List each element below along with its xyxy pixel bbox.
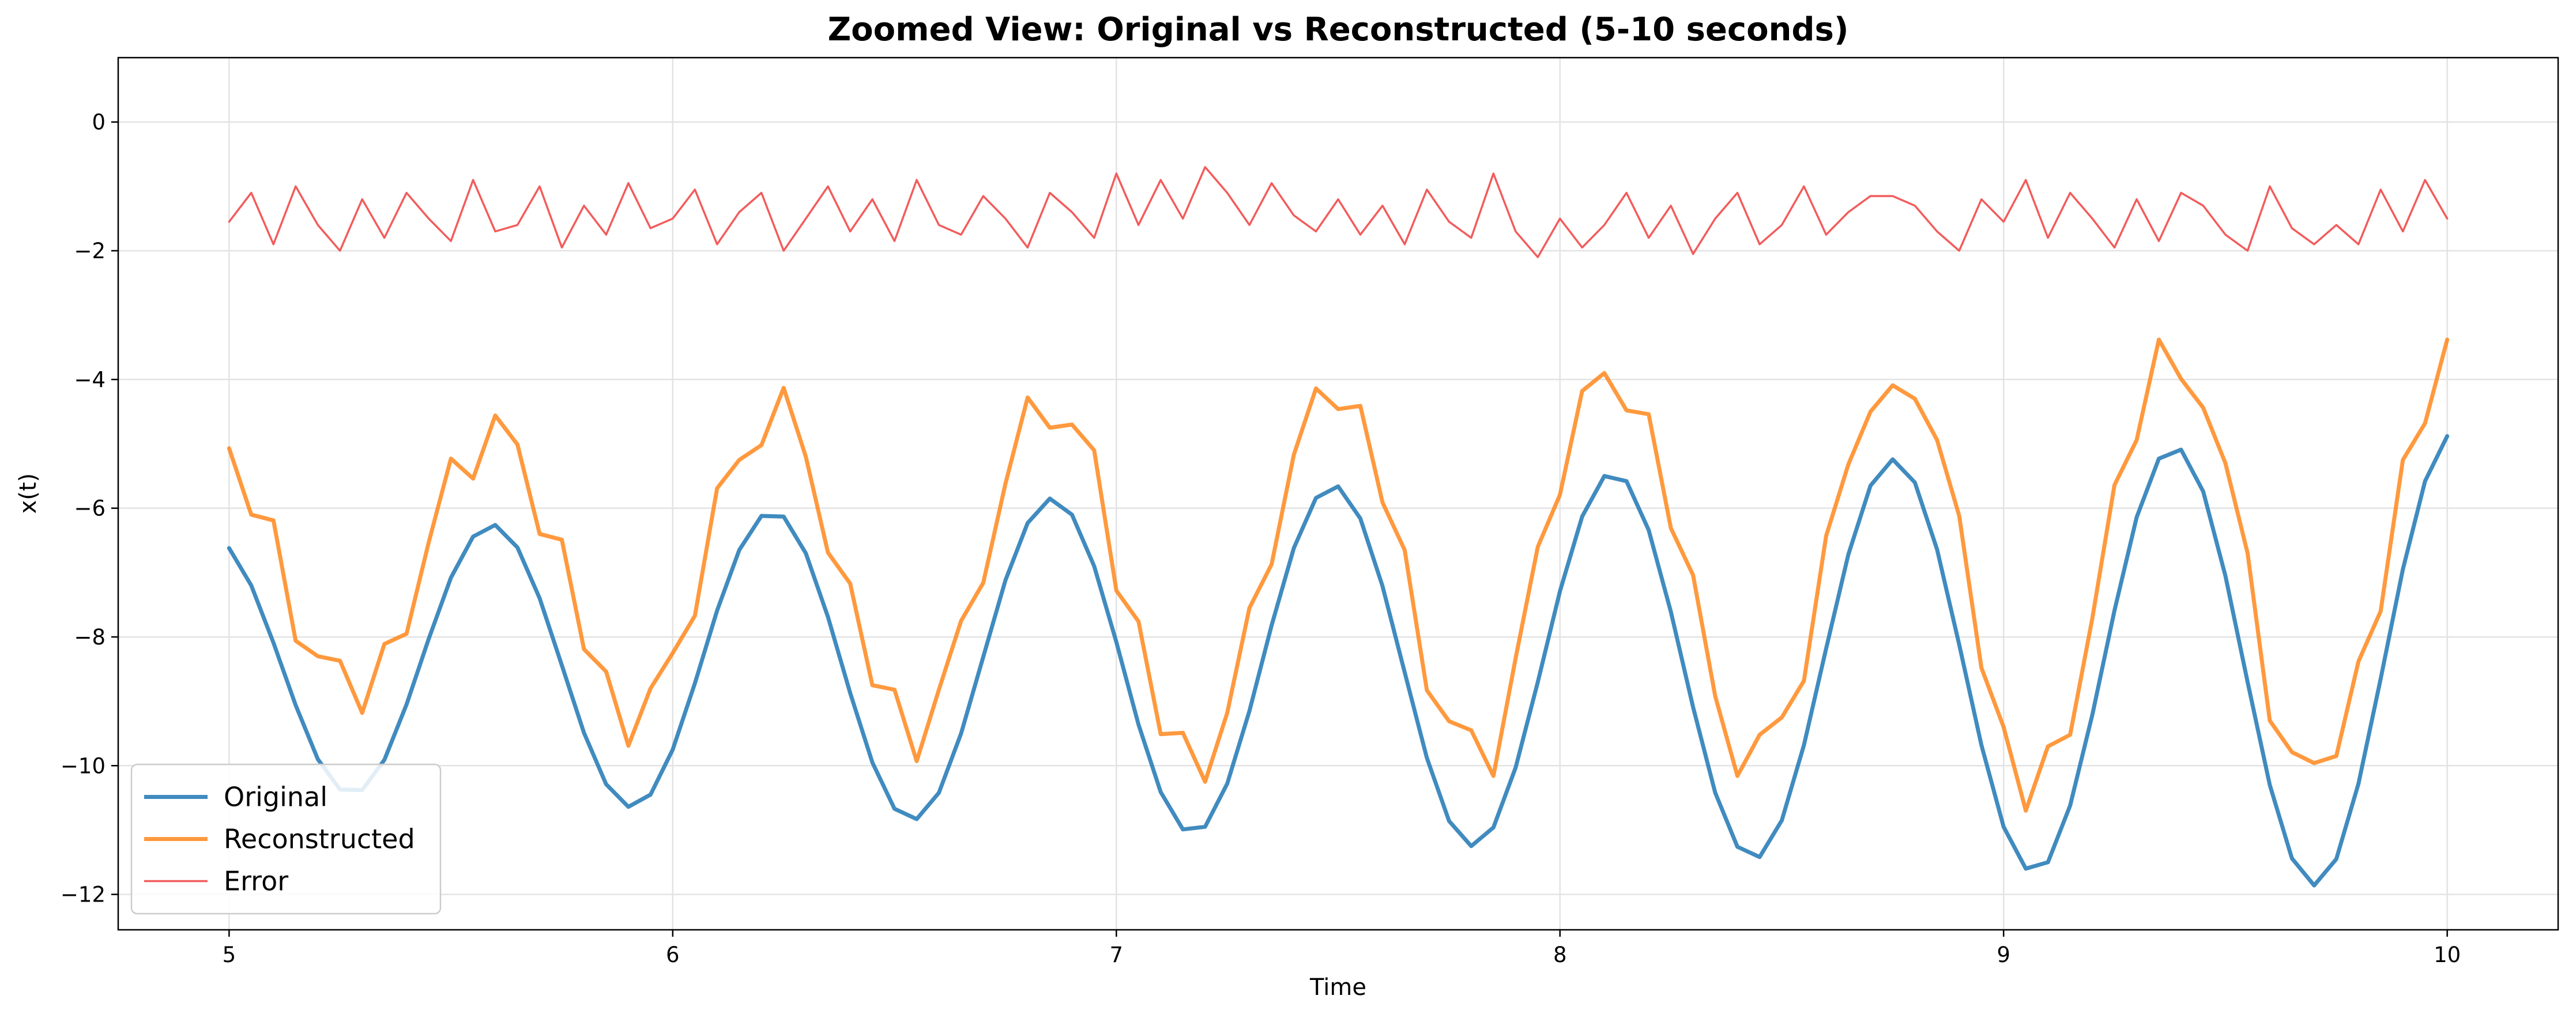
- legend-box: [130, 763, 442, 915]
- x-axis-label: Time: [1309, 974, 1366, 1001]
- legend-label: Error: [224, 866, 288, 897]
- y-tick-label: −10: [61, 753, 106, 778]
- x-tick-label: 10: [2434, 942, 2461, 967]
- series-line: [227, 337, 2450, 813]
- chart-title: Zoomed View: Original vs Reconstructed (…: [828, 11, 1849, 48]
- series-line: [228, 166, 2449, 258]
- x-tick-label: 6: [666, 942, 680, 967]
- y-tick-label: −6: [74, 496, 106, 521]
- x-tick-label: 8: [1553, 942, 1567, 967]
- y-axis-label: x(t): [15, 473, 42, 514]
- x-tick-label: 7: [1109, 942, 1123, 967]
- x-tick-label: 5: [223, 942, 236, 967]
- y-tick-label: 0: [92, 110, 106, 135]
- y-tick-label: −8: [74, 625, 106, 650]
- legend-label: Reconstructed: [224, 824, 415, 855]
- y-tick-label: −2: [74, 239, 106, 263]
- legend: Original Reconstructed Error: [130, 763, 442, 915]
- y-tick-label: −12: [61, 883, 106, 907]
- y-tick-label: −4: [74, 367, 106, 392]
- x-tick-label: 9: [1997, 942, 2010, 967]
- plot-frame: [117, 56, 2559, 931]
- legend-label: Original: [224, 782, 327, 813]
- series-line: [227, 434, 2450, 888]
